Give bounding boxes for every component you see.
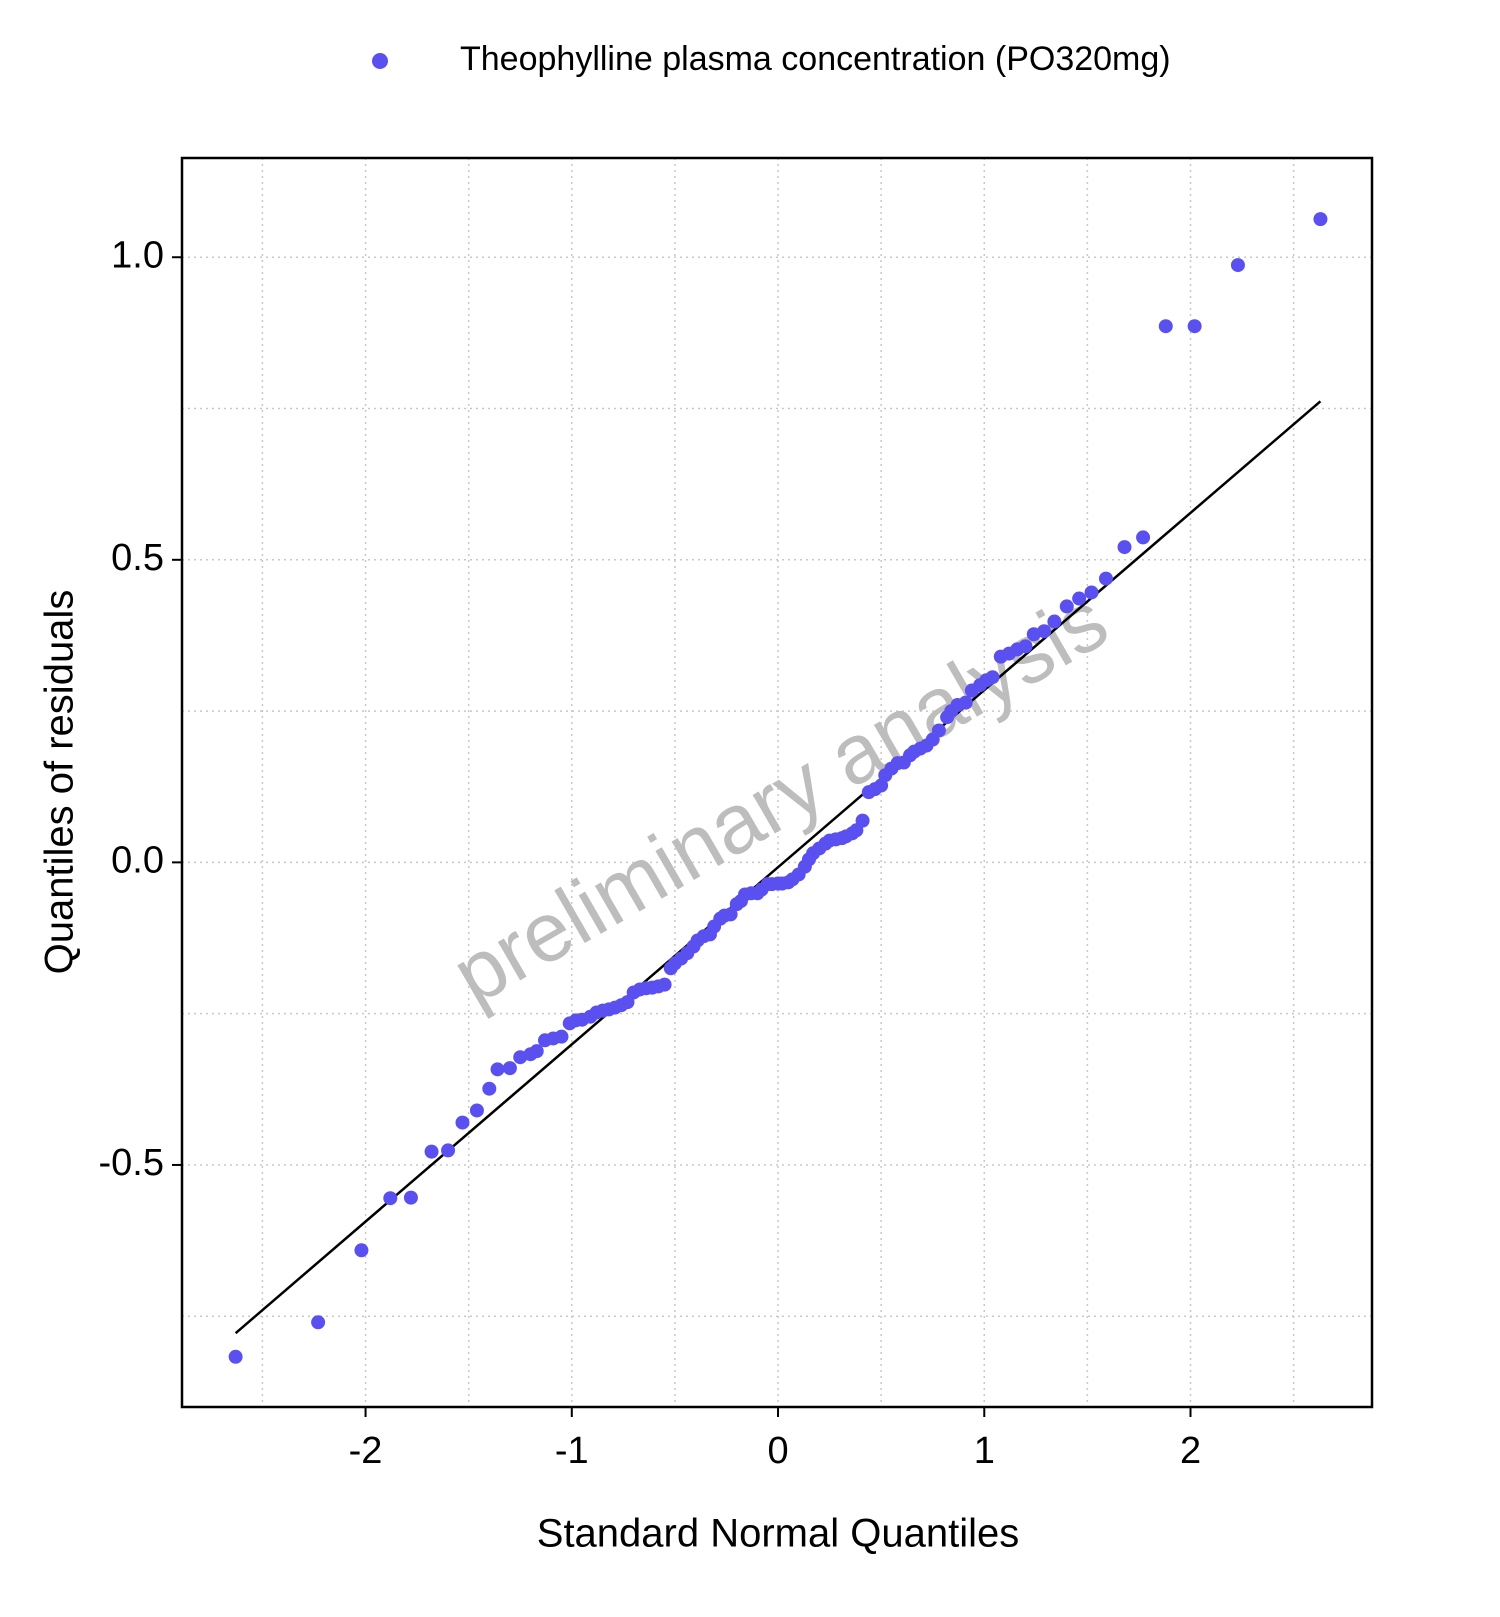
point [482, 1081, 497, 1096]
legend-marker [372, 53, 388, 69]
point [1230, 258, 1245, 273]
point [931, 723, 946, 738]
point [529, 1044, 544, 1059]
y-axis-title: Quantiles of residuals [38, 590, 82, 975]
point [441, 1143, 456, 1158]
point [1158, 319, 1173, 334]
point [383, 1191, 398, 1206]
x-tick-label: -2 [349, 1430, 383, 1472]
point [469, 1103, 484, 1118]
point [554, 1029, 569, 1044]
x-tick-label: 1 [974, 1430, 995, 1472]
point [1136, 530, 1151, 545]
y-tick-label: 0.5 [111, 537, 164, 579]
legend-label: Theophylline plasma concentration (PO320… [460, 40, 1171, 78]
point [657, 977, 672, 992]
x-tick-label: -1 [555, 1430, 589, 1472]
point [1313, 212, 1328, 227]
point [1059, 599, 1074, 614]
x-tick-label: 0 [767, 1430, 788, 1472]
point [311, 1315, 326, 1330]
point [855, 813, 870, 828]
point [424, 1144, 439, 1159]
point [354, 1243, 369, 1258]
x-tick-label: 2 [1180, 1430, 1201, 1472]
point [1072, 591, 1087, 606]
point [1187, 319, 1202, 334]
point [1018, 639, 1033, 654]
reference-line [234, 400, 1322, 1335]
point [1117, 540, 1132, 555]
point [490, 1062, 505, 1077]
point [723, 907, 738, 922]
point [228, 1349, 243, 1364]
point [985, 670, 1000, 685]
y-tick-label: -0.5 [99, 1142, 164, 1184]
plot-frame [180, 156, 1374, 1409]
x-axis-title: Standard Normal Quantiles [537, 1512, 1019, 1556]
point [958, 695, 973, 710]
y-tick-label: 1.0 [111, 234, 164, 276]
y-tick-label: 0.0 [111, 839, 164, 881]
point [502, 1061, 517, 1076]
point [1084, 585, 1099, 600]
point [1098, 571, 1113, 586]
point [403, 1190, 418, 1205]
point [1047, 614, 1062, 629]
point [1037, 624, 1052, 639]
point [455, 1115, 470, 1130]
